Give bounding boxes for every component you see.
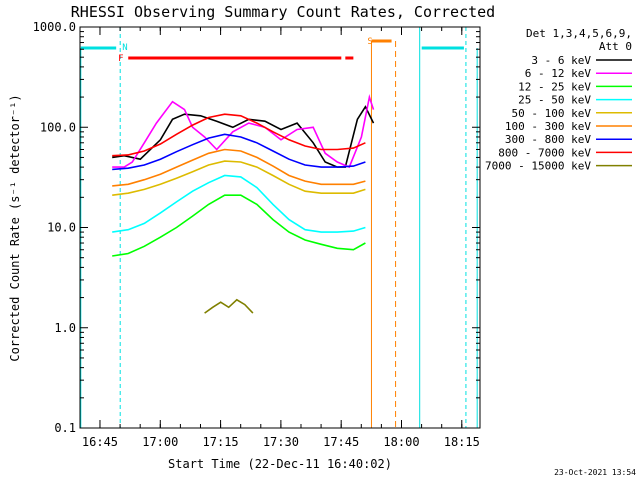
annotation-layer: NF S: [118, 37, 373, 64]
y-tick-label-4: 0.1: [54, 421, 76, 435]
x-tick-label-0: 16:45: [82, 435, 118, 449]
x-tick-label-2: 17:15: [203, 435, 239, 449]
series-line-9: [204, 298, 254, 314]
legend-header-line-2: Att 0: [599, 40, 632, 53]
series-layer: [112, 93, 375, 314]
x-tick-label-6: 18:15: [444, 435, 480, 449]
y-axis-ticks: 1000.0 100.0 10.0 1.0 0.1: [33, 20, 480, 435]
series-line-7: [112, 133, 366, 171]
annotation-s: S: [367, 37, 372, 47]
x-tick-label-4: 17:45: [323, 435, 359, 449]
x-tick-label-5: 18:00: [383, 435, 419, 449]
y-tick-label-0: 1000.0: [33, 20, 76, 34]
series-line-2: [112, 93, 375, 169]
legend-label-3: 12 - 25 keV: [518, 80, 591, 93]
legend-header-line-1: Det 1,3,4,5,6,9,: [526, 27, 632, 40]
legend-label-6: 100 - 300 keV: [505, 120, 591, 133]
series-line-8: [112, 113, 366, 157]
chart-title: RHESSI Observing Summary Count Rates, Co…: [71, 3, 495, 21]
annotation-f: F: [118, 54, 123, 64]
y-axis-label: Corrected Count Rate (s⁻¹ detector⁻¹): [8, 94, 22, 361]
series-line-4: [112, 174, 366, 233]
legend-label-5: 50 - 100 keV: [512, 107, 592, 120]
y-tick-label-1: 100.0: [40, 120, 76, 134]
x-tick-label-1: 17:00: [142, 435, 178, 449]
legend-label-7: 300 - 800 keV: [505, 133, 591, 146]
series-line-3: [112, 194, 366, 257]
series-line-6: [112, 148, 366, 187]
y-tick-label-2: 10.0: [47, 221, 76, 235]
legend-label-9: 7000 - 15000 keV: [485, 160, 591, 173]
legend-label-1: 3 - 6 keV: [531, 54, 591, 67]
legend-label-2: 6 - 12 keV: [525, 67, 592, 80]
x-axis-label: Start Time (22-Dec-11 16:40:02): [168, 457, 392, 471]
legend-label-8: 800 - 7000 keV: [498, 146, 591, 159]
x-axis-ticks: 16:45 17:00 17:15 17:30 17:45 18:00 18:15: [82, 27, 480, 449]
y-tick-label-3: 1.0: [54, 321, 76, 335]
orbit-segments: [80, 27, 478, 428]
render-timestamp: 23-Oct-2021 13:54: [554, 468, 636, 477]
annotation-n: N: [122, 43, 127, 53]
plot-area: NFS 16:45 17:00 17:15 17:30 17:45 18:00 18:15 …: [33, 20, 481, 449]
series-line-5: [112, 160, 366, 196]
legend-label-4: 25 - 50 keV: [518, 94, 591, 107]
x-tick-label-3: 17:30: [263, 435, 299, 449]
